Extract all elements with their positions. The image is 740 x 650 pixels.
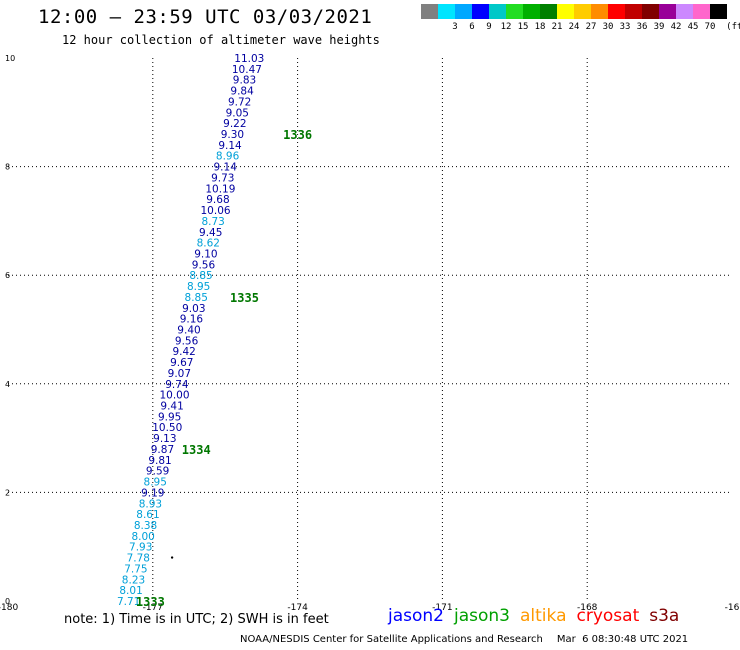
swh-label: 9.19 xyxy=(141,487,164,499)
y-tick-label: 10 xyxy=(5,54,15,63)
swh-label: 9.68 xyxy=(206,194,229,206)
swh-label: 8.01 xyxy=(119,585,142,597)
x-tick-label: -177 xyxy=(143,603,163,613)
swh-label: 8.85 xyxy=(185,292,208,304)
time-label: 1336 xyxy=(283,128,312,142)
x-tick-label: -174 xyxy=(287,603,308,613)
y-tick-label: 4 xyxy=(5,380,10,389)
swh-label: 9.72 xyxy=(228,96,251,108)
satellite-jason3: jason3 xyxy=(454,606,510,626)
swh-label: 9.41 xyxy=(160,401,183,413)
swh-label: 10.00 xyxy=(159,390,189,402)
swh-label: 8.95 xyxy=(144,477,167,489)
swh-label: 9.10 xyxy=(194,248,217,260)
satellite-cryosat: cryosat xyxy=(576,606,640,626)
colorbar-label: 15 xyxy=(517,22,529,32)
swh-label: 10.06 xyxy=(201,205,231,217)
swh-label: 9.67 xyxy=(170,357,193,369)
swh-label: 9.07 xyxy=(168,368,191,380)
swh-label: 9.16 xyxy=(180,314,204,326)
swh-label: 8.00 xyxy=(131,531,154,543)
satellite-jason2: jason2 xyxy=(388,606,444,626)
swh-label: 8.23 xyxy=(122,574,145,586)
swh-label: 9.13 xyxy=(153,433,176,445)
colorbar-label: 24 xyxy=(568,22,580,32)
colorbar-label: 36 xyxy=(636,22,648,32)
swh-label: 9.30 xyxy=(221,129,244,141)
colorbar-label: 3 xyxy=(452,22,458,32)
colorbar-label: 12 xyxy=(500,22,512,32)
swh-label: 9.56 xyxy=(192,259,216,271)
swh-label: 10.50 xyxy=(152,422,182,434)
generated-timestamp: Mar 6 08:30:48 UTC 2021 xyxy=(556,634,689,645)
swh-label: 11.03 xyxy=(234,53,264,65)
swh-label: 9.59 xyxy=(146,466,169,478)
credit-text: NOAA/NESDIS Center for Satellite Applica… xyxy=(240,634,543,645)
colorbar-unit: (ft) xyxy=(726,22,740,32)
colorbar-label: 6 xyxy=(469,22,475,32)
swh-label: 8.73 xyxy=(201,216,224,228)
swh-label: 9.40 xyxy=(177,325,200,337)
swh-label: 10.47 xyxy=(232,64,262,76)
swh-label: 9.22 xyxy=(223,118,246,130)
satellite-legend: jason2 jason3 altika cryosat s3a xyxy=(388,606,689,626)
swh-label: 7.75 xyxy=(124,563,147,575)
swh-label: 8.38 xyxy=(134,520,157,532)
colorbar-label: 45 xyxy=(687,22,699,32)
y-tick-label: 6 xyxy=(5,271,10,280)
footer-note: note: 1) Time is in UTC; 2) SWH is in fe… xyxy=(64,612,329,627)
y-tick-label: 2 xyxy=(5,488,10,497)
y-tick-label: 0 xyxy=(5,597,10,606)
swh-label: 7.78 xyxy=(127,553,150,565)
chart-subtitle: 12 hour collection of altimeter wave hei… xyxy=(62,33,380,47)
colorbar-label: 42 xyxy=(670,22,682,32)
colorbar-label: 30 xyxy=(602,22,614,32)
credit-line: NOAA/NESDIS Center for Satellite Applica… xyxy=(240,634,688,645)
swh-label: 8.85 xyxy=(189,270,212,282)
swh-label: 7.71 xyxy=(117,596,140,608)
colorbar-label: 27 xyxy=(585,22,597,32)
time-label: 1335 xyxy=(230,291,259,305)
satellite-altika: altika xyxy=(520,606,567,626)
swh-label: 9.14 xyxy=(214,162,238,174)
swh-label: 7.93 xyxy=(129,542,152,554)
swh-label: 8.96 xyxy=(216,151,240,163)
swh-label: 8.95 xyxy=(187,281,210,293)
colorbar-label: 18 xyxy=(534,22,546,32)
swh-label: 9.42 xyxy=(172,346,195,358)
observation-dot xyxy=(170,556,174,559)
time-label: 1333 xyxy=(136,595,165,609)
x-tick-label: -16 xyxy=(725,603,740,613)
swh-label: 9.56 xyxy=(175,335,199,347)
swh-label: 9.83 xyxy=(233,75,256,87)
colorbar-label: 21 xyxy=(551,22,563,32)
swh-label: 9.45 xyxy=(199,227,222,239)
swh-label: 9.74 xyxy=(165,379,189,391)
chart-title: 12:00 — 23:59 UTC 03/03/2021 xyxy=(38,6,373,28)
colorbar-label: 33 xyxy=(619,22,631,32)
swh-label: 9.87 xyxy=(151,444,174,456)
swh-label: 9.73 xyxy=(211,172,234,184)
swh-label: 8.93 xyxy=(139,498,162,510)
satellite-s3a: s3a xyxy=(649,606,680,626)
colorbar-label: 9 xyxy=(486,22,492,32)
colorbar-label: 39 xyxy=(653,22,665,32)
swh-label: 9.03 xyxy=(182,303,205,315)
swh-label: 9.84 xyxy=(230,86,254,98)
colorbar-label: 70 xyxy=(704,22,716,32)
swh-label: 8.61 xyxy=(136,509,159,521)
swh-label: 8.62 xyxy=(197,238,220,250)
time-label: 1334 xyxy=(182,443,211,457)
swh-label: 9.95 xyxy=(158,411,181,423)
swh-label: 10.19 xyxy=(205,183,235,195)
x-tick-label: -180 xyxy=(0,603,18,613)
colorbar-swatch xyxy=(710,4,728,19)
x-tick-label: -171 xyxy=(432,603,452,613)
swh-label: 9.81 xyxy=(148,455,171,467)
x-tick-label: -168 xyxy=(577,603,598,613)
y-tick-label: 8 xyxy=(5,163,10,172)
swh-label: 9.14 xyxy=(218,140,242,152)
swh-label: 9.05 xyxy=(226,107,249,119)
